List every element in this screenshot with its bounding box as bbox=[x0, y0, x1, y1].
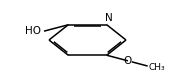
Text: N: N bbox=[105, 13, 112, 23]
Text: CH₃: CH₃ bbox=[149, 62, 165, 72]
Text: O: O bbox=[124, 56, 132, 66]
Text: HO: HO bbox=[25, 26, 41, 36]
